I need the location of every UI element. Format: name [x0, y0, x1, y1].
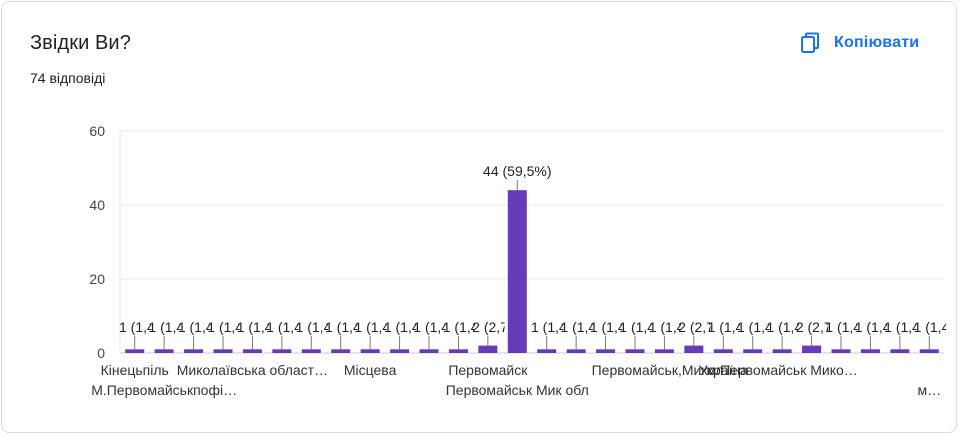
- bar[interactable]: [419, 349, 439, 353]
- data-label: 1 (1,4%): [354, 319, 407, 335]
- copy-button-label: Копіювати: [834, 34, 920, 51]
- data-label: 2 (2,7%): [678, 319, 731, 335]
- x-tick-label: Місцева: [344, 362, 397, 378]
- data-label: 1 (1,4%): [855, 319, 908, 335]
- bar[interactable]: [802, 345, 822, 353]
- bar[interactable]: [566, 349, 586, 353]
- x-tick-label: Миколаївська област…: [177, 362, 328, 378]
- bar[interactable]: [272, 349, 292, 353]
- data-label: 44 (59,5%): [483, 163, 551, 179]
- data-label: 1 (1,4%): [148, 319, 201, 335]
- data-label: 1 (1,4%): [207, 319, 260, 335]
- data-label: 1 (1,4%): [590, 319, 643, 335]
- data-label: 1 (1,4%): [560, 319, 613, 335]
- response-count: 74 відповіді: [30, 70, 106, 86]
- copy-icon: [801, 32, 819, 53]
- data-label: 1 (1,4%): [914, 319, 960, 335]
- data-label: 1 (1,4%): [619, 319, 672, 335]
- x-tick-label: Первомайск: [448, 362, 528, 378]
- bar[interactable]: [684, 345, 704, 353]
- x-tick-label: м…: [917, 382, 941, 398]
- bar[interactable]: [360, 349, 380, 353]
- bar[interactable]: [919, 349, 939, 353]
- x-tick-label: Первомайськ,Микол…: [592, 362, 738, 378]
- bar[interactable]: [154, 349, 174, 353]
- bar[interactable]: [213, 349, 233, 353]
- bar[interactable]: [596, 349, 616, 353]
- bar[interactable]: [743, 349, 763, 353]
- question-title: Звідки Ви?: [30, 32, 131, 54]
- data-label: 1 (1,4%): [737, 319, 790, 335]
- y-tick-label: 60: [89, 123, 105, 139]
- bar[interactable]: [448, 349, 468, 353]
- data-label: 1 (1,4%): [178, 319, 231, 335]
- copy-chart-button[interactable]: Копіювати: [790, 26, 927, 60]
- x-tick-label: Україна: [699, 362, 749, 378]
- data-label: 1 (1,4%): [296, 319, 349, 335]
- bar[interactable]: [242, 349, 262, 353]
- data-label: 1 (1,4%): [325, 319, 378, 335]
- bar[interactable]: [654, 349, 674, 353]
- x-tick-label: М.Первомайськпофі…: [91, 382, 237, 398]
- data-label: 1 (1,4%): [884, 319, 937, 335]
- data-label: 1 (1,4%): [413, 319, 466, 335]
- bar[interactable]: [390, 349, 410, 353]
- bar[interactable]: [184, 349, 204, 353]
- y-tick-label: 20: [89, 271, 105, 287]
- bar[interactable]: [625, 349, 645, 353]
- bar[interactable]: [507, 190, 527, 353]
- bar[interactable]: [860, 349, 880, 353]
- data-label: 1 (1,4%): [531, 319, 584, 335]
- bar[interactable]: [331, 349, 351, 353]
- data-label: 1 (1,4%): [384, 319, 437, 335]
- data-label: 1 (1,4%): [766, 319, 819, 335]
- bar[interactable]: [772, 349, 792, 353]
- bar[interactable]: [831, 349, 851, 353]
- data-label: 2 (2,7%): [796, 319, 849, 335]
- x-tick-label: Кінецьпіль: [101, 362, 169, 378]
- y-tick-label: 40: [89, 197, 105, 213]
- bar[interactable]: [890, 349, 910, 353]
- bar[interactable]: [537, 349, 557, 353]
- data-label: 1 (1,4%): [708, 319, 761, 335]
- data-label: 2 (2,7%): [472, 319, 525, 335]
- y-tick-label: 0: [97, 345, 105, 361]
- bar[interactable]: [301, 349, 321, 353]
- x-tick-label: м.Первомайськ Мико…: [706, 362, 857, 378]
- data-label: 1 (1,4%): [649, 319, 702, 335]
- data-label: 1 (1,4%): [119, 319, 172, 335]
- data-label: 1 (1,4%): [266, 319, 319, 335]
- bar[interactable]: [713, 349, 733, 353]
- data-label: 1 (1,4%): [237, 319, 290, 335]
- bar[interactable]: [125, 349, 145, 353]
- data-label: 1 (1,4%): [443, 319, 496, 335]
- bar[interactable]: [478, 345, 498, 353]
- data-label: 1 (1,4%): [825, 319, 878, 335]
- x-tick-label: Первомайськ Мик обл: [446, 382, 589, 398]
